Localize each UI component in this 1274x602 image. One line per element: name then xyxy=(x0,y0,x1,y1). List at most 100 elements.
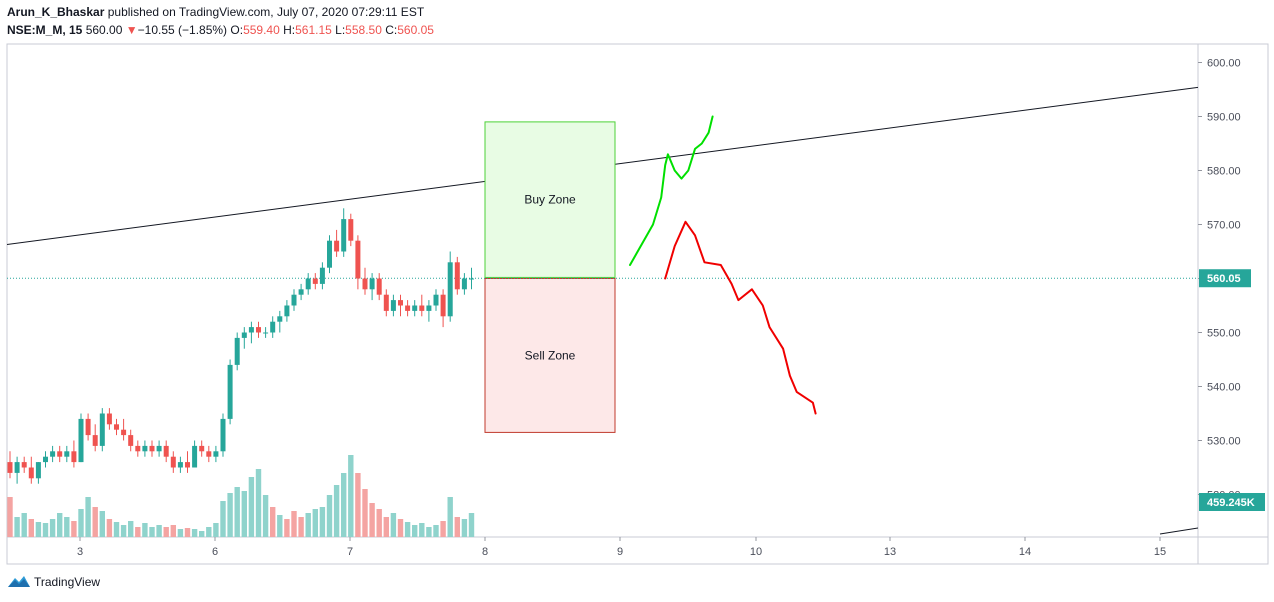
volume-bar xyxy=(447,497,453,537)
volume-bar xyxy=(362,489,368,537)
time-tick-label: 10 xyxy=(750,546,762,558)
candle xyxy=(341,208,347,257)
volume-bar xyxy=(404,522,411,537)
candle-body xyxy=(348,219,354,241)
red-freehand-path[interactable] xyxy=(664,220,817,415)
volume-bar xyxy=(426,527,432,537)
time-axis[interactable]: 3 6 7 8 9 10 13 14 15 xyxy=(77,537,1166,558)
volume-bar xyxy=(206,527,212,537)
price-axis[interactable]: 600.00590.00580.00570.00560.00550.00540.… xyxy=(1198,58,1241,502)
volume-bar xyxy=(262,495,269,537)
candle-body xyxy=(163,445,169,457)
candle xyxy=(447,251,453,322)
candle xyxy=(85,413,91,441)
candle-body xyxy=(376,278,382,295)
last-price: 560.00 xyxy=(85,23,123,37)
price-tick-label: 570.00 xyxy=(1207,220,1241,232)
volume-bar xyxy=(85,497,91,537)
volume-bar xyxy=(199,531,205,537)
candle xyxy=(298,283,304,301)
volume-bar xyxy=(135,527,141,537)
candle xyxy=(234,332,240,371)
publish-text: published on TradingView.com, July 07, 2… xyxy=(107,5,425,19)
tradingview-logo-icon xyxy=(8,576,30,587)
candle-body xyxy=(390,300,396,311)
publish-info: Arun_K_Bhaskar published on TradingView.… xyxy=(7,5,424,19)
candle xyxy=(114,418,119,436)
time-tick-label: 9 xyxy=(617,546,623,558)
candle-body xyxy=(256,327,261,333)
candle xyxy=(383,289,389,317)
zone-rect[interactable] xyxy=(484,121,616,278)
footer-brand[interactable]: TradingView xyxy=(8,575,100,589)
candle-body xyxy=(192,445,198,468)
candle xyxy=(149,440,155,457)
high-value: 561.15 xyxy=(295,23,332,37)
candle xyxy=(263,327,269,338)
candle-body xyxy=(206,451,212,457)
candle xyxy=(14,456,20,484)
chart-frame xyxy=(6,43,1269,565)
time-tick-label: 15 xyxy=(1154,546,1166,558)
time-tick-label: 13 xyxy=(884,546,896,558)
price-tick-label: 580.00 xyxy=(1207,166,1241,178)
candle-body xyxy=(305,278,311,290)
volume-bar xyxy=(383,517,389,537)
candle-body xyxy=(227,364,233,419)
volume-bar xyxy=(21,513,27,537)
candle xyxy=(270,316,276,338)
candle-body xyxy=(277,316,283,322)
candle xyxy=(369,273,375,301)
candle-body xyxy=(50,451,56,457)
candle xyxy=(92,424,98,452)
volume-bar xyxy=(170,525,176,537)
volume-bar xyxy=(213,523,219,537)
candle xyxy=(454,256,460,295)
volume-bar xyxy=(419,523,425,537)
candle-body xyxy=(135,445,141,452)
candle xyxy=(78,413,84,463)
candle-body xyxy=(355,240,361,279)
low-label: L: xyxy=(335,23,346,37)
candle-body xyxy=(185,462,190,468)
zone-rect[interactable] xyxy=(484,278,616,433)
candle xyxy=(142,440,148,457)
candle xyxy=(390,294,396,317)
candle xyxy=(199,440,205,457)
candle xyxy=(376,273,382,301)
low-value: 558.50 xyxy=(345,23,382,37)
candle xyxy=(7,451,13,479)
volume-bar xyxy=(348,455,354,537)
candle-body xyxy=(78,418,84,463)
candle-body xyxy=(156,445,162,452)
volume-bar xyxy=(291,511,297,537)
volume-badge xyxy=(1199,493,1265,511)
volume-bar xyxy=(341,473,347,537)
volume-bar xyxy=(120,525,127,537)
volume-bar xyxy=(191,529,198,537)
trendline-lower[interactable] xyxy=(1159,527,1198,535)
candle xyxy=(28,456,34,484)
candle-body xyxy=(71,451,77,463)
buy-zone-box[interactable]: Buy Zone xyxy=(484,121,616,278)
candle xyxy=(206,445,212,463)
volume-bar xyxy=(71,521,77,537)
candle xyxy=(440,289,446,328)
green-freehand-path[interactable] xyxy=(629,115,714,266)
time-tick-label: 3 xyxy=(77,546,83,558)
candle xyxy=(398,294,403,317)
candle xyxy=(156,440,162,457)
candle-body xyxy=(270,321,276,333)
change-value: −10.55 (−1.85%) xyxy=(137,23,228,37)
candle-body xyxy=(14,462,20,473)
volume-bar xyxy=(64,517,70,537)
plot-area: Buy Zone Sell Zone xyxy=(7,86,1198,537)
sell-zone-box[interactable]: Sell Zone xyxy=(484,278,616,433)
candle-body xyxy=(298,289,304,295)
candle-body xyxy=(220,418,226,452)
author-name[interactable]: Arun_K_Bhaskar xyxy=(7,5,105,19)
volume-bar xyxy=(298,517,304,537)
candle xyxy=(71,440,77,468)
candle-body xyxy=(454,262,460,290)
